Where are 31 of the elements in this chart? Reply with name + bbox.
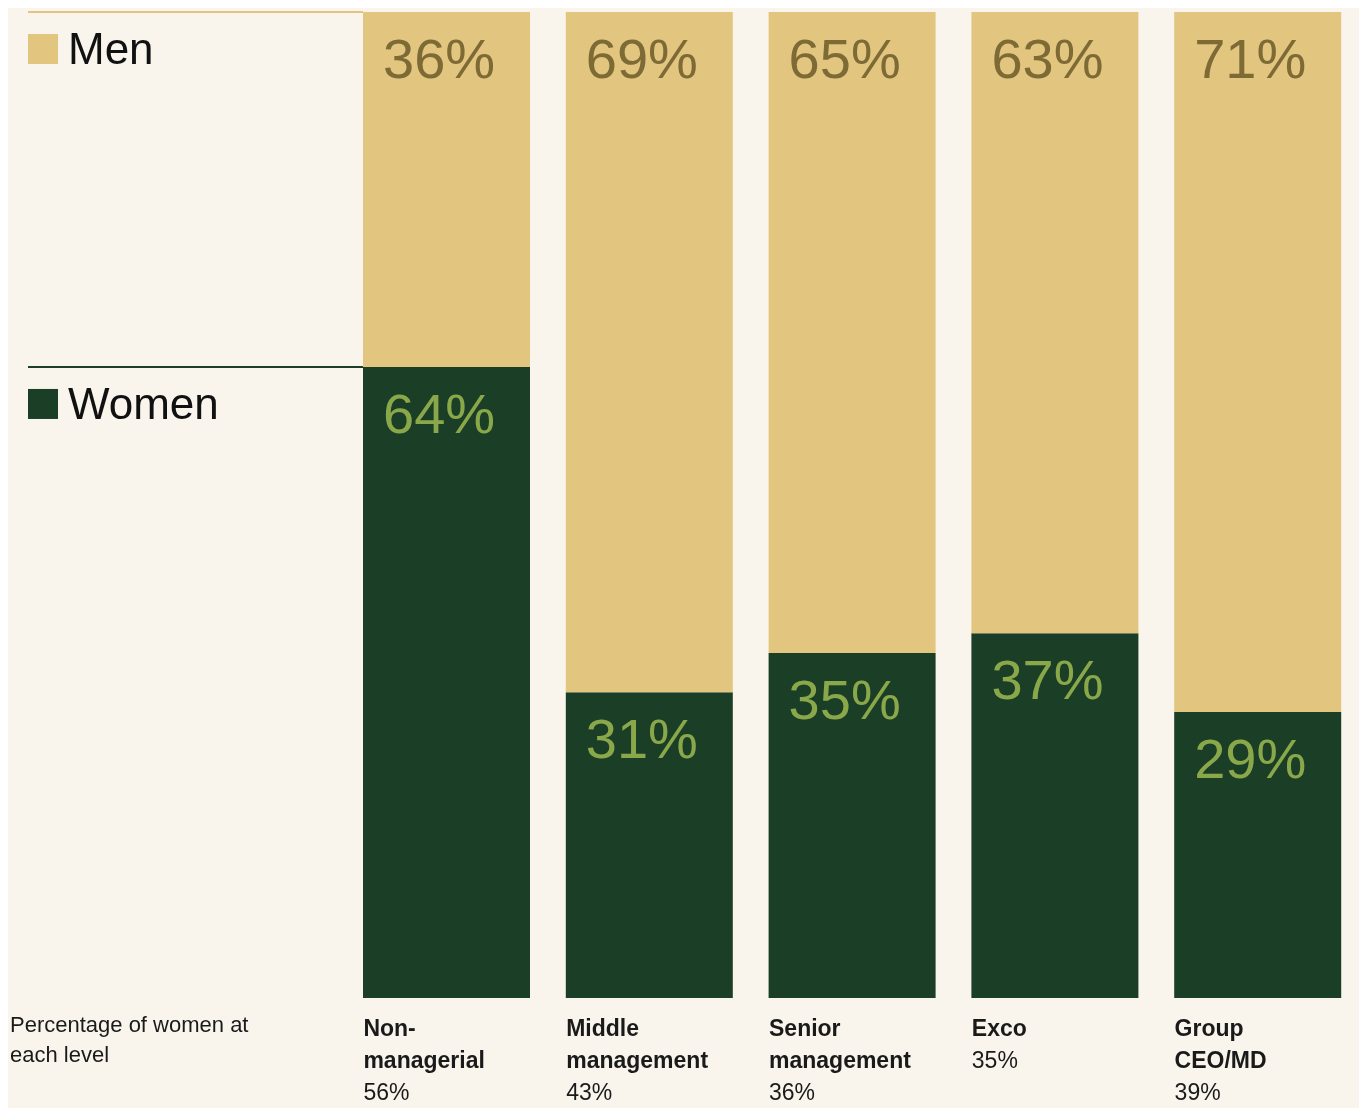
data-label: 31% bbox=[585, 707, 698, 771]
data-label: 65% bbox=[788, 27, 901, 90]
data-label: 29% bbox=[1194, 727, 1307, 791]
legend-label: Women bbox=[68, 378, 219, 428]
bar bbox=[768, 12, 936, 653]
bar bbox=[565, 692, 733, 998]
data-label: 71% bbox=[1194, 27, 1307, 90]
text: 43% bbox=[566, 1078, 614, 1107]
data-label: 36% bbox=[383, 27, 496, 90]
x-tick-label: Middle management bbox=[566, 1014, 710, 1075]
bar bbox=[1174, 12, 1342, 713]
data-label: 69% bbox=[585, 27, 698, 90]
data-label: 35% bbox=[788, 667, 901, 731]
data-label: 64% bbox=[383, 381, 496, 445]
data-label: 37% bbox=[991, 648, 1104, 712]
bar bbox=[971, 633, 1139, 998]
text: 35% bbox=[971, 1046, 1019, 1075]
x-tick-label: Senior management bbox=[769, 1014, 912, 1075]
x-tick-label: Non-managerial bbox=[363, 1014, 486, 1075]
text: 39% bbox=[1174, 1078, 1222, 1107]
bar bbox=[971, 12, 1139, 634]
bar bbox=[768, 652, 936, 998]
text: 56% bbox=[363, 1078, 411, 1107]
bar bbox=[1174, 712, 1342, 998]
x-tick-label: Exco bbox=[971, 1014, 1028, 1043]
x-tick-label: Group CEO/MD bbox=[1174, 1014, 1268, 1075]
data-label: 63% bbox=[991, 27, 1104, 90]
text: 36% bbox=[769, 1078, 817, 1107]
bar bbox=[565, 12, 733, 693]
text: Percentage of women at each level bbox=[10, 1011, 250, 1069]
legend-label: Men bbox=[68, 24, 154, 73]
